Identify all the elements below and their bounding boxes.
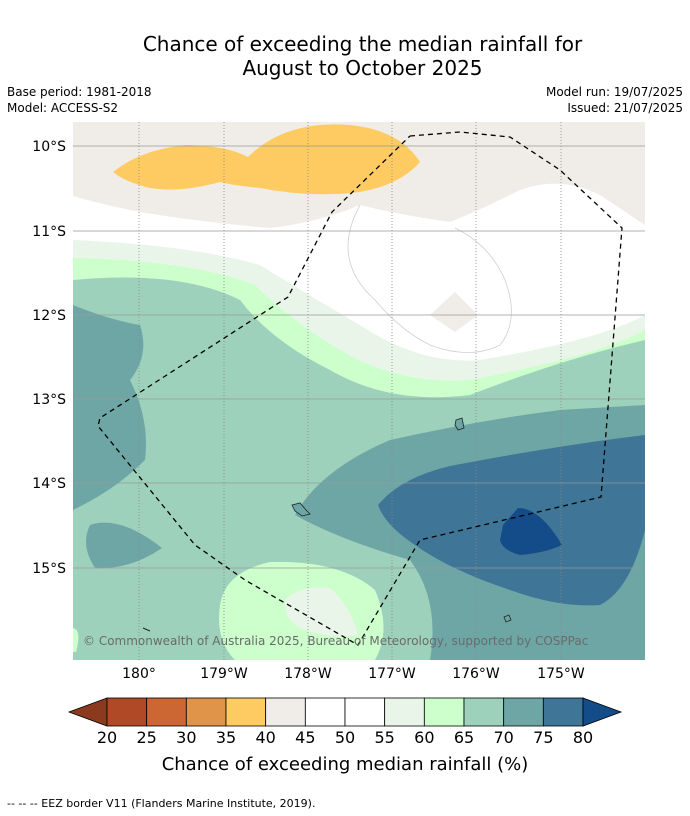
lat-label-12s: 12°S bbox=[32, 308, 66, 324]
colorbar-swatch bbox=[463, 697, 505, 727]
model-run: Model run: 19/07/2025 bbox=[545, 85, 683, 99]
map-title-line-1: Chance of exceeding the median rainfall … bbox=[142, 32, 583, 56]
lat-label-11s: 11°S bbox=[32, 224, 66, 240]
lon-label-177w: 177°W bbox=[368, 666, 416, 682]
contour-line bbox=[347, 204, 512, 353]
colorbar-tick-label: 40 bbox=[255, 728, 275, 747]
region-above-80 bbox=[500, 508, 562, 555]
colorbar-tick-label: 30 bbox=[176, 728, 196, 747]
colorbar-swatch bbox=[503, 697, 544, 727]
colorbar-swatch bbox=[225, 697, 267, 727]
lon-label-180: 180° bbox=[122, 666, 156, 682]
lat-label-10s: 10°S bbox=[32, 139, 66, 155]
map-area: © Commonwealth of Australia 2025, Bureau… bbox=[73, 122, 645, 660]
region-35-40 bbox=[113, 124, 420, 195]
region-60-65-corner bbox=[73, 628, 79, 652]
colorbar-tick-label: 75 bbox=[533, 728, 553, 747]
lon-label-176w: 176°W bbox=[452, 666, 500, 682]
eez-border bbox=[97, 131, 623, 646]
colorbar-tick-label: 50 bbox=[335, 728, 355, 747]
colorbar-tick-label: 60 bbox=[414, 728, 434, 747]
region-70-75-west bbox=[73, 305, 146, 510]
region-55-60-south bbox=[284, 587, 358, 637]
colorbar-tick-label: 80 bbox=[573, 728, 593, 747]
colorbar-swatch bbox=[344, 697, 386, 727]
colorbar-swatch bbox=[106, 697, 148, 727]
colorbar-tick-label: 20 bbox=[97, 728, 117, 747]
colorbar-extend-low bbox=[67, 697, 108, 727]
lon-label-178w: 178°W bbox=[284, 666, 332, 682]
island bbox=[142, 627, 151, 632]
colorbar-tick-label: 45 bbox=[295, 728, 315, 747]
copyright-notice: © Commonwealth of Australia 2025, Bureau… bbox=[83, 634, 588, 648]
lat-label-14s: 14°S bbox=[32, 476, 66, 492]
issued-date: Issued: 21/07/2025 bbox=[567, 101, 683, 115]
eez-footnote: -- -- -- EEZ border V11 (Flanders Marine… bbox=[7, 797, 315, 810]
colorbar-tick-label: 65 bbox=[454, 728, 474, 747]
lat-label-15s: 15°S bbox=[32, 561, 66, 577]
colorbar-swatch bbox=[265, 697, 306, 727]
colorbar-tick-label: 25 bbox=[136, 728, 156, 747]
parallels bbox=[73, 145, 645, 569]
colorbar: 20 25 30 35 40 45 50 55 60 65 70 75 80 bbox=[67, 697, 623, 747]
region-40-45-islet bbox=[430, 292, 478, 332]
colorbar-tick-label: 35 bbox=[216, 728, 236, 747]
lon-label-175w: 175°W bbox=[537, 666, 585, 682]
colorbar-label: Chance of exceeding median rainfall (%) bbox=[162, 754, 529, 775]
lon-label-179w: 179°W bbox=[200, 666, 248, 682]
island bbox=[503, 614, 512, 623]
colorbar-tick-label: 70 bbox=[493, 728, 513, 747]
colorbar-swatch bbox=[146, 697, 187, 727]
model-name: Model: ACCESS-S2 bbox=[7, 101, 119, 115]
base-period: Base period: 1981-2018 bbox=[7, 85, 152, 99]
colorbar-tick-label: 55 bbox=[374, 728, 394, 747]
colorbar-extend-high bbox=[582, 697, 623, 727]
colorbar-swatch bbox=[423, 697, 465, 727]
colorbar-swatch bbox=[304, 697, 346, 727]
region-70-75-southwest bbox=[86, 522, 162, 569]
map-title-line-2: August to October 2025 bbox=[242, 56, 483, 80]
island bbox=[291, 502, 311, 517]
colorbar-swatch bbox=[384, 697, 425, 727]
colorbar-swatch bbox=[185, 697, 227, 727]
lat-label-13s: 13°S bbox=[32, 392, 66, 408]
island bbox=[454, 417, 465, 431]
colorbar-swatch bbox=[542, 697, 584, 727]
